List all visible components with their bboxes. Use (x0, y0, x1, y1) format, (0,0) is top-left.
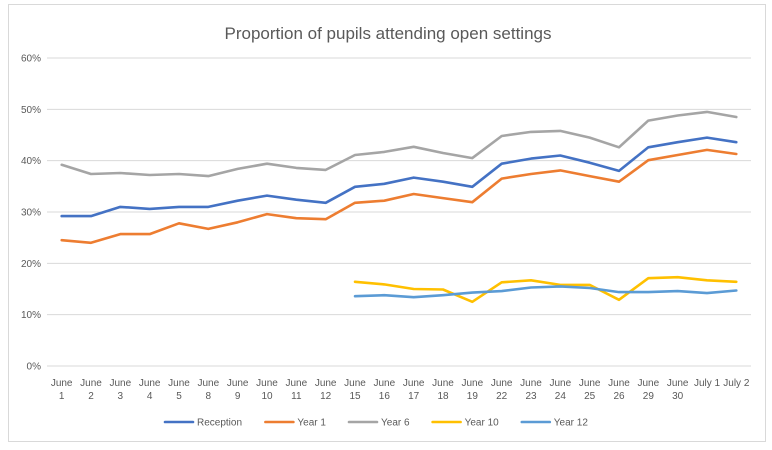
x-tick-label: 8 (206, 391, 212, 402)
x-tick-label: 9 (235, 391, 241, 402)
x-tick-label: 30 (672, 391, 684, 402)
x-tick-label: July 1 (694, 378, 721, 389)
x-tick-label: June (139, 378, 161, 389)
y-axis-ticks: 0% 10% 20% 30% 40% 50% 60% (21, 54, 41, 373)
series-line-year-6 (60, 110, 738, 178)
x-tick-label: 25 (584, 391, 596, 402)
legend-label-year-1: Year 1 (297, 418, 326, 429)
x-tick-label: June (373, 378, 395, 389)
x-tick-label: July 2 (723, 378, 750, 389)
x-tick-label: 12 (320, 391, 332, 402)
x-tick-label: June (667, 378, 689, 389)
chart-frame: Proportion of pupils attending open sett… (8, 4, 766, 442)
x-tick-label: June (227, 378, 249, 389)
y-tick-label: 10% (21, 310, 41, 321)
x-tick-label: 3 (118, 391, 124, 402)
x-tick-label: 5 (176, 391, 182, 402)
x-tick-label: June (109, 378, 131, 389)
x-tick-label: June (579, 378, 601, 389)
x-tick-label: June (168, 378, 190, 389)
x-tick-label: 29 (643, 391, 655, 402)
x-tick-label: 2 (88, 391, 94, 402)
x-tick-label: 11 (291, 391, 302, 402)
x-tick-label: June (51, 378, 73, 389)
x-tick-label: 18 (437, 391, 449, 402)
x-tick-label: June (637, 378, 659, 389)
y-tick-label: 0% (27, 362, 42, 373)
legend-label-year-6: Year 6 (381, 418, 410, 429)
legend-label-reception: Reception (197, 418, 242, 429)
x-tick-label: 4 (147, 391, 153, 402)
series-line-year-12 (353, 285, 738, 299)
y-tick-label: 50% (21, 105, 41, 116)
x-tick-label: 1 (59, 391, 65, 402)
x-tick-label: 23 (525, 391, 537, 402)
x-tick-label: June (608, 378, 630, 389)
x-tick-label: June (315, 378, 337, 389)
series-line-reception (60, 136, 738, 218)
x-tick-label: 16 (379, 391, 391, 402)
x-tick-label: June (285, 378, 307, 389)
x-tick-label: 24 (555, 391, 567, 402)
x-tick-label: June (256, 378, 278, 389)
series-line-year-1 (60, 148, 738, 245)
y-tick-label: 60% (21, 54, 41, 65)
series-lines (60, 110, 738, 304)
x-tick-label: June (403, 378, 425, 389)
x-tick-label: 15 (349, 391, 361, 402)
x-tick-label: June (549, 378, 571, 389)
gridlines (47, 57, 751, 367)
x-tick-label: 17 (408, 391, 420, 402)
x-tick-label: June (80, 378, 102, 389)
x-tick-label: June (520, 378, 542, 389)
legend-label-year-12: Year 12 (554, 418, 589, 429)
x-tick-label: June (432, 378, 454, 389)
line-chart: Proportion of pupils attending open sett… (21, 24, 751, 429)
x-tick-label: June (197, 378, 219, 389)
y-tick-label: 30% (21, 208, 41, 219)
legend: Reception Year 1 Year 6 Year 10 Year 12 (163, 418, 589, 429)
x-tick-label: June (461, 378, 483, 389)
legend-label-year-10: Year 10 (465, 418, 500, 429)
x-tick-label: June (344, 378, 366, 389)
x-tick-label: 22 (496, 391, 508, 402)
x-axis-ticks: June 1 June 2 June 3 June 4 June 5 June 8 June 9 June 1… (51, 378, 750, 402)
x-tick-label: June (491, 378, 513, 389)
x-tick-label: 26 (613, 391, 625, 402)
x-tick-label: 10 (261, 391, 273, 402)
chart-title: Proportion of pupils attending open sett… (224, 24, 551, 43)
x-tick-label: 19 (467, 391, 479, 402)
series-line-year-10 (353, 275, 738, 304)
y-tick-label: 40% (21, 156, 41, 167)
y-tick-label: 20% (21, 259, 41, 270)
